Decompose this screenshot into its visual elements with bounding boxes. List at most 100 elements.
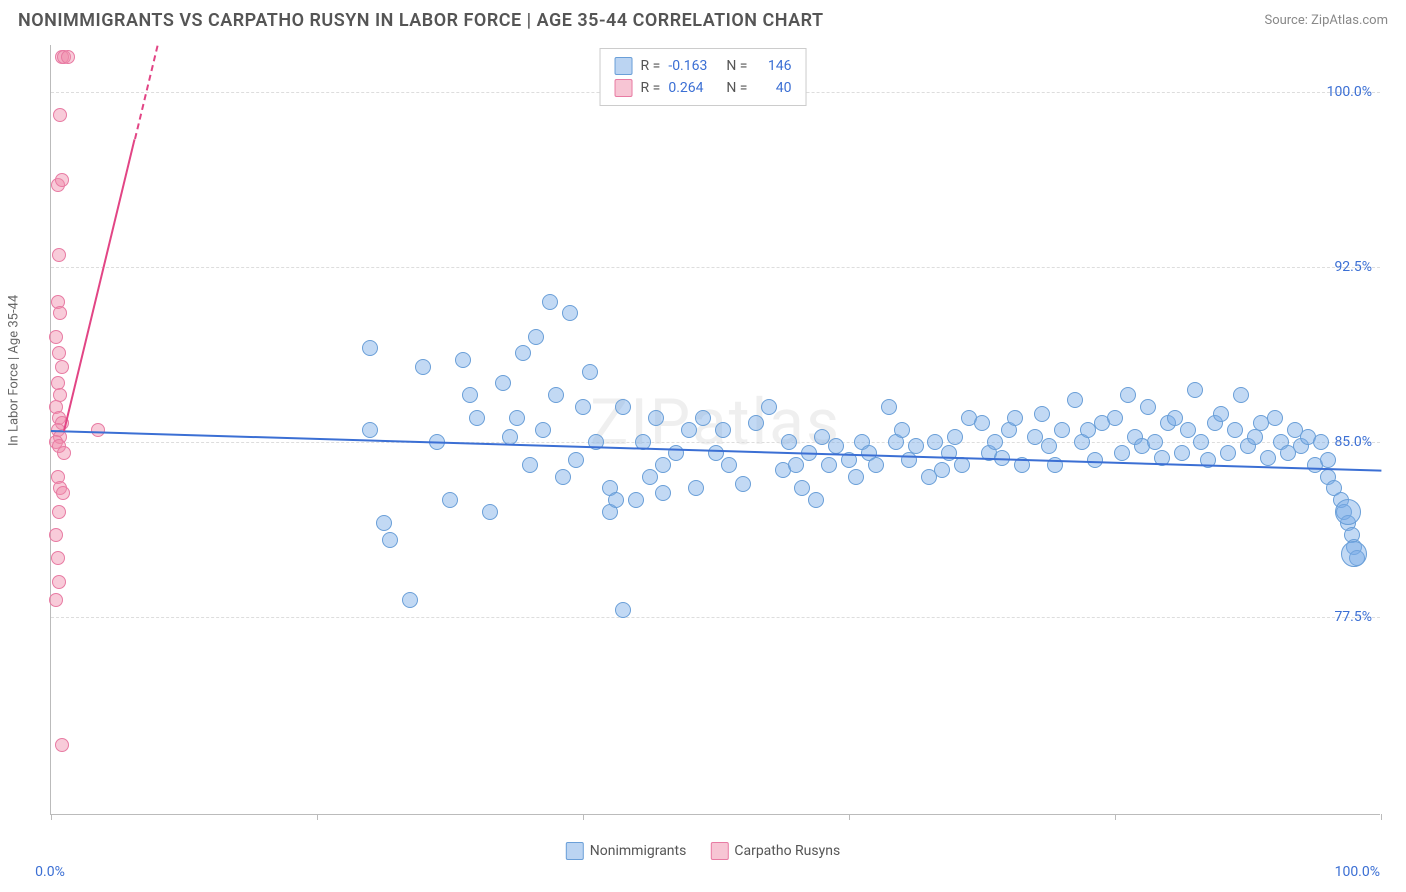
data-point [1147,434,1163,450]
data-point [1174,445,1190,461]
grid-line [51,442,1380,443]
legend-row: R = -0.163 N = 146 [615,55,792,77]
data-point [1187,382,1203,398]
data-point [1313,434,1329,450]
data-point [362,422,378,438]
title-bar: NONIMMIGRANTS VS CARPATHO RUSYN IN LABOR… [18,10,1388,31]
data-point [1227,422,1243,438]
legend-n-value: 146 [755,58,791,74]
legend-r-value: 0.264 [668,80,718,96]
data-point [52,575,66,589]
data-point [954,457,970,473]
data-point [974,415,990,431]
grid-line [51,267,1380,268]
data-point [1054,422,1070,438]
data-point [555,469,571,485]
legend-swatch [566,842,584,860]
legend-swatch [615,57,633,75]
y-tick-label: 100.0% [1327,84,1372,100]
x-tick [583,814,584,820]
data-point [1247,429,1263,445]
data-point [568,452,584,468]
data-point [548,387,564,403]
data-point [821,457,837,473]
data-point [52,248,66,262]
legend-correlation: R = -0.163 N = 146R = 0.264 N = 40 [600,48,807,106]
data-point [642,469,658,485]
data-point [582,364,598,380]
data-point [1233,387,1249,403]
data-point [894,422,910,438]
x-tick-label-min: 0.0% [35,864,65,880]
data-point [648,410,664,426]
y-axis-label: In Labor Force | Age 35-44 [7,295,22,446]
data-point [655,457,671,473]
y-tick-label: 77.5% [1334,609,1372,625]
data-point [908,438,924,454]
data-point [688,480,704,496]
data-point [1067,392,1083,408]
data-point [715,422,731,438]
data-point [1193,434,1209,450]
data-point [535,422,551,438]
legend-label: Carpatho Rusyns [734,843,840,859]
trend-line [134,46,159,140]
data-point [848,469,864,485]
legend-n-label: N = [726,80,747,96]
data-point [469,410,485,426]
data-point [1034,406,1050,422]
legend-swatch [615,79,633,97]
data-point [1267,410,1283,426]
data-point [55,360,69,374]
chart-container: NONIMMIGRANTS VS CARPATHO RUSYN IN LABOR… [0,0,1406,892]
data-point [615,399,631,415]
data-point [376,515,392,531]
trend-line [63,139,135,431]
data-point [735,476,751,492]
data-point [55,173,69,187]
data-point [828,438,844,454]
data-point [1320,452,1336,468]
legend-n-value: 40 [755,80,791,96]
data-point [1167,410,1183,426]
data-point [442,492,458,508]
data-point [628,492,644,508]
data-point [788,457,804,473]
data-point [608,492,624,508]
data-point [1120,387,1136,403]
x-tick [51,814,52,820]
grid-line [51,617,1380,618]
data-point [52,346,66,360]
legend-swatch [710,842,728,860]
data-point [91,423,105,437]
legend-label: Nonimmigrants [590,843,687,859]
data-point [53,108,67,122]
x-tick [849,814,850,820]
data-point [781,434,797,450]
legend-item: Carpatho Rusyns [710,842,840,860]
legend-series: Nonimmigrants Carpatho Rusyns [566,842,840,860]
data-point [528,329,544,345]
source-label: Source: ZipAtlas.com [1264,13,1388,28]
data-point [695,410,711,426]
data-point [455,352,471,368]
data-point [49,528,63,542]
legend-n-label: N = [726,58,747,74]
data-point [655,485,671,501]
legend-r-label: R = [641,58,661,74]
x-tick [1381,814,1382,820]
data-point [522,457,538,473]
data-point [1041,438,1057,454]
data-point [615,602,631,618]
data-point [56,486,70,500]
legend-r-value: -0.163 [668,58,718,74]
data-point [721,457,737,473]
data-point [808,492,824,508]
data-point [1213,406,1229,422]
data-point [1107,410,1123,426]
data-point [708,445,724,461]
data-point [53,306,67,320]
y-tick-label: 92.5% [1334,259,1372,275]
x-tick [1115,814,1116,820]
data-point [382,532,398,548]
